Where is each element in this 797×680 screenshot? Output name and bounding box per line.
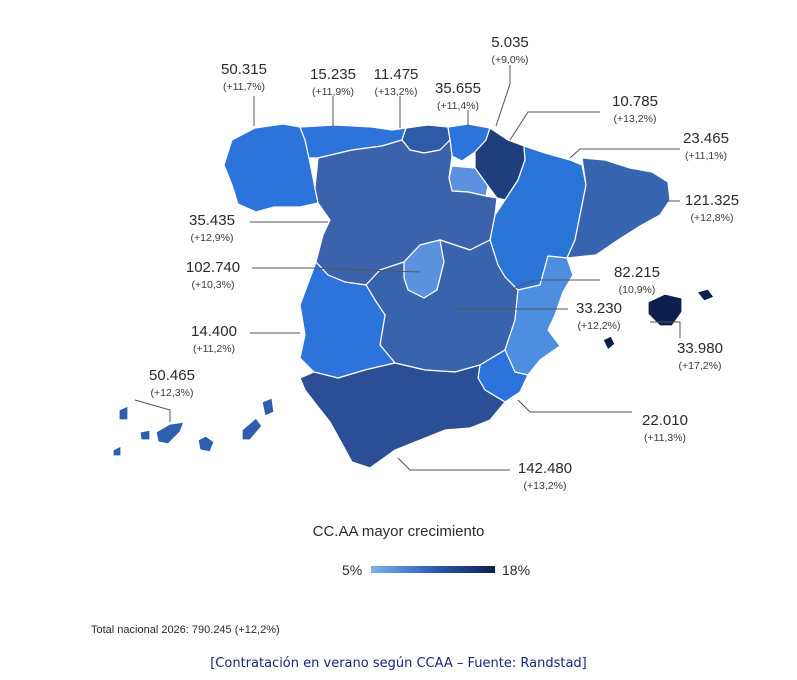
label-castilla-leon-value: 35.435 xyxy=(189,212,235,229)
legend-color-scale xyxy=(371,566,495,573)
label-madrid-pct: (+10,3%) xyxy=(192,279,235,291)
label-cataluna-pct: (+12,8%) xyxy=(691,212,734,224)
total-national: Total nacional 2026: 790.245 (+12,2%) xyxy=(91,624,280,636)
region-andalucia xyxy=(299,362,506,469)
label-valencia-pct: (10,9%) xyxy=(619,284,656,296)
label-asturias-pct: (+11,9%) xyxy=(312,86,354,98)
label-castilla-leon-pct: (+12,9%) xyxy=(191,232,234,244)
label-cantabria-value: 11.475 xyxy=(374,66,419,83)
label-galicia-pct: (+11,7%) xyxy=(223,81,265,93)
label-baleares-pct: (+17,2%) xyxy=(679,360,722,372)
label-extremadura-value: 14.400 xyxy=(191,323,237,340)
label-la-rioja-value: 5.035 xyxy=(491,34,529,51)
region-navarra xyxy=(474,127,526,201)
legend-max-label: 18% xyxy=(502,562,531,578)
label-castilla-la-mancha-value: 33.230 xyxy=(576,300,622,317)
label-andalucia-value: 142.480 xyxy=(518,460,572,477)
label-murcia-pct: (+11,3%) xyxy=(644,432,686,444)
label-galicia-value: 50.315 xyxy=(221,61,267,78)
label-extremadura-pct: (+11,2%) xyxy=(193,343,235,355)
label-asturias-value: 15.235 xyxy=(310,66,356,83)
caption: [Contratación en verano según CCAA – Fue… xyxy=(210,656,587,671)
legend-min-label: 5% xyxy=(342,562,363,578)
label-madrid-value: 102.740 xyxy=(186,259,240,276)
region-baleares xyxy=(602,288,715,351)
legend-title: CC.AA mayor crecimiento xyxy=(312,523,485,540)
region-cataluna xyxy=(566,157,671,259)
label-canarias-pct: (+12,3%) xyxy=(151,387,194,399)
region-canarias xyxy=(112,397,275,457)
leader-lines xyxy=(134,65,681,471)
label-valencia-value: 82.215 xyxy=(614,264,660,281)
label-aragon-value: 23.465 xyxy=(683,130,729,147)
spain-map: 50.315 (+11,7%) 15.235 (+11,9%) 11.475 (… xyxy=(112,34,739,492)
label-cataluna-value: 121.325 xyxy=(685,192,739,209)
label-la-rioja-pct: (+9,0%) xyxy=(491,54,528,66)
label-navarra-value: 10.785 xyxy=(612,93,658,110)
label-murcia-value: 22.010 xyxy=(642,412,688,429)
label-pais-vasco-value: 35.655 xyxy=(435,80,481,97)
label-canarias-value: 50.465 xyxy=(149,367,195,384)
label-cantabria-pct: (+13,2%) xyxy=(375,86,418,98)
label-pais-vasco-pct: (+11,4%) xyxy=(437,100,479,112)
label-baleares-value: 33.980 xyxy=(677,340,723,357)
region-castilla-leon xyxy=(314,139,498,286)
label-aragon-pct: (+11,1%) xyxy=(685,150,727,162)
label-navarra-pct: (+13,2%) xyxy=(614,113,657,125)
label-andalucia-pct: (+13,2%) xyxy=(524,480,567,492)
label-castilla-la-mancha-pct: (+12,2%) xyxy=(578,320,621,332)
